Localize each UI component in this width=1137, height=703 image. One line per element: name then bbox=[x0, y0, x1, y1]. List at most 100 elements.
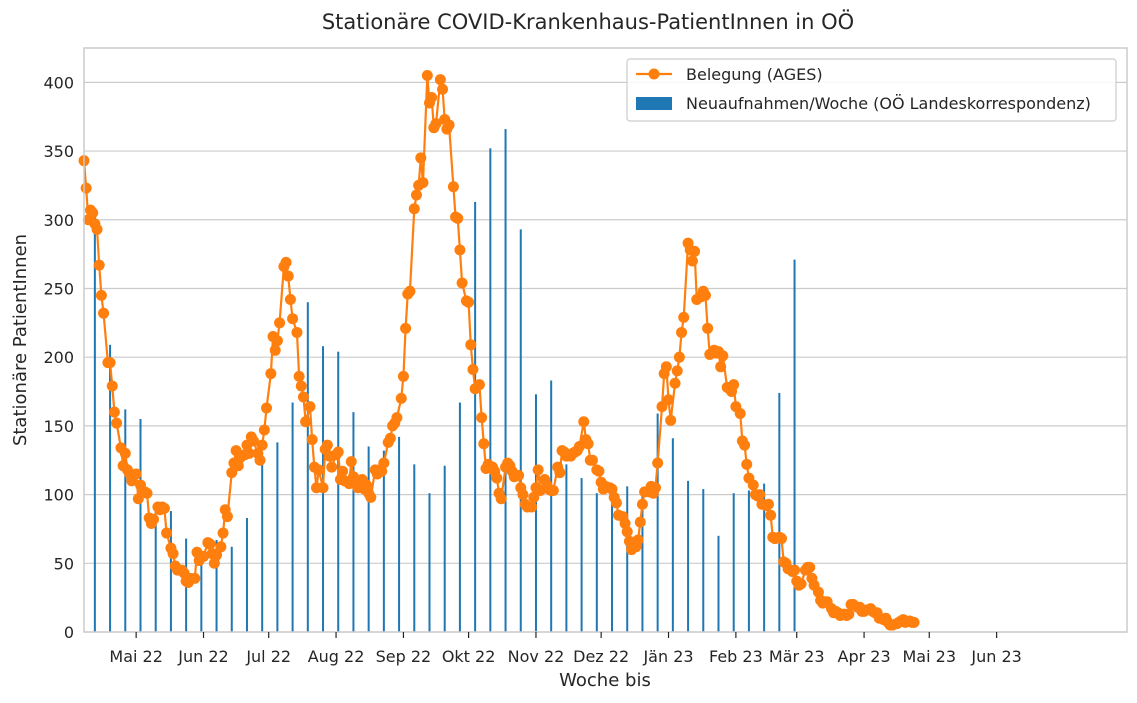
line-point bbox=[804, 561, 816, 573]
line-point bbox=[636, 498, 648, 510]
line-point bbox=[582, 438, 594, 450]
bar bbox=[474, 201, 477, 632]
line-point bbox=[104, 357, 116, 369]
line-point bbox=[300, 416, 312, 428]
line-point bbox=[80, 182, 92, 194]
y-tick-label: 400 bbox=[43, 73, 74, 92]
line-point bbox=[478, 438, 490, 450]
line-point bbox=[437, 83, 449, 95]
line-point bbox=[93, 259, 105, 271]
bar bbox=[504, 129, 507, 632]
line-point bbox=[517, 489, 529, 501]
bar bbox=[200, 560, 203, 632]
line-point bbox=[337, 465, 349, 477]
bar bbox=[93, 211, 96, 632]
line-point bbox=[332, 446, 344, 458]
legend: Belegung (AGES) Neuaufnahmen/Woche (OÖ L… bbox=[626, 58, 1117, 122]
line-point bbox=[111, 417, 123, 429]
line-point bbox=[669, 377, 681, 389]
line-point bbox=[578, 416, 590, 428]
y-tick-label: 300 bbox=[43, 211, 74, 230]
y-tick-label: 250 bbox=[43, 279, 74, 298]
y-tick-label: 150 bbox=[43, 417, 74, 436]
line-point bbox=[417, 177, 429, 189]
bar bbox=[671, 438, 674, 632]
line-point bbox=[747, 479, 759, 491]
x-tick-label: Jän 23 bbox=[642, 647, 693, 666]
line-point bbox=[345, 456, 357, 468]
x-tick-label: Feb 23 bbox=[709, 647, 763, 666]
x-tick-label: Apr 23 bbox=[838, 647, 891, 666]
bar bbox=[656, 413, 659, 632]
bar bbox=[124, 409, 127, 632]
line-point bbox=[715, 361, 727, 373]
x-tick-labels: Mai 22 Jun 22 Jul 22 Aug 22 Sep 22 Okt 22 Nov … bbox=[109, 632, 1022, 666]
line-point bbox=[673, 351, 685, 363]
line-point bbox=[812, 586, 824, 598]
bar bbox=[169, 511, 172, 632]
line-point bbox=[293, 370, 305, 382]
line-point bbox=[384, 432, 396, 444]
bar bbox=[595, 493, 598, 632]
line-point bbox=[408, 203, 420, 215]
line-point bbox=[108, 406, 120, 418]
line-point bbox=[247, 435, 259, 447]
line-point bbox=[426, 91, 438, 103]
line-point bbox=[410, 189, 422, 201]
bar bbox=[793, 259, 796, 632]
line-point bbox=[158, 502, 170, 514]
bar bbox=[550, 380, 553, 632]
line-point bbox=[167, 548, 179, 560]
line-point bbox=[671, 365, 683, 377]
bar bbox=[261, 457, 264, 632]
line-point bbox=[634, 516, 646, 528]
bar bbox=[306, 302, 309, 632]
x-tick-label: Mär 23 bbox=[769, 647, 825, 666]
line-point bbox=[287, 313, 299, 325]
bar bbox=[398, 436, 401, 632]
x-tick-label: Dez 22 bbox=[573, 647, 629, 666]
x-axis-label: Woche bis bbox=[559, 670, 651, 691]
bar bbox=[747, 490, 750, 632]
bar bbox=[732, 493, 735, 632]
chart-title: Stationäre COVID-Krankenhaus-PatientInne… bbox=[322, 9, 854, 34]
line-point bbox=[610, 497, 622, 509]
y-tick-label: 100 bbox=[43, 486, 74, 505]
line-point bbox=[226, 467, 238, 479]
line-point bbox=[463, 296, 475, 308]
line-point bbox=[378, 457, 390, 469]
line-point bbox=[443, 119, 455, 131]
line-point bbox=[95, 289, 107, 301]
line-point bbox=[256, 439, 268, 451]
line-point bbox=[717, 350, 729, 362]
legend-label-belegung: Belegung (AGES) bbox=[686, 65, 823, 84]
line-point bbox=[161, 527, 173, 539]
line-point bbox=[297, 391, 309, 403]
x-tick-label: Jun 23 bbox=[970, 647, 1021, 666]
line-point bbox=[404, 285, 416, 297]
line-point bbox=[663, 394, 675, 406]
line-point bbox=[204, 538, 216, 550]
line-point bbox=[284, 293, 296, 305]
bar bbox=[565, 464, 568, 632]
line-point bbox=[619, 517, 631, 529]
x-tick-label: Sep 22 bbox=[376, 647, 432, 666]
line-point bbox=[532, 464, 544, 476]
bar bbox=[428, 493, 431, 632]
x-tick-label: Mai 22 bbox=[109, 647, 163, 666]
plot-frame bbox=[83, 47, 1128, 633]
line-point bbox=[400, 322, 412, 334]
legend-marker-swatch bbox=[648, 68, 660, 80]
line-point bbox=[198, 550, 210, 562]
line-point bbox=[528, 491, 540, 503]
line-point bbox=[211, 549, 223, 561]
bar bbox=[687, 480, 690, 632]
bar bbox=[337, 351, 340, 632]
x-tick-label: Jul 22 bbox=[245, 647, 291, 666]
legend-bar-swatch bbox=[636, 97, 672, 110]
bar bbox=[154, 502, 157, 632]
line-point bbox=[632, 534, 644, 546]
y-tick-label: 200 bbox=[43, 348, 74, 367]
